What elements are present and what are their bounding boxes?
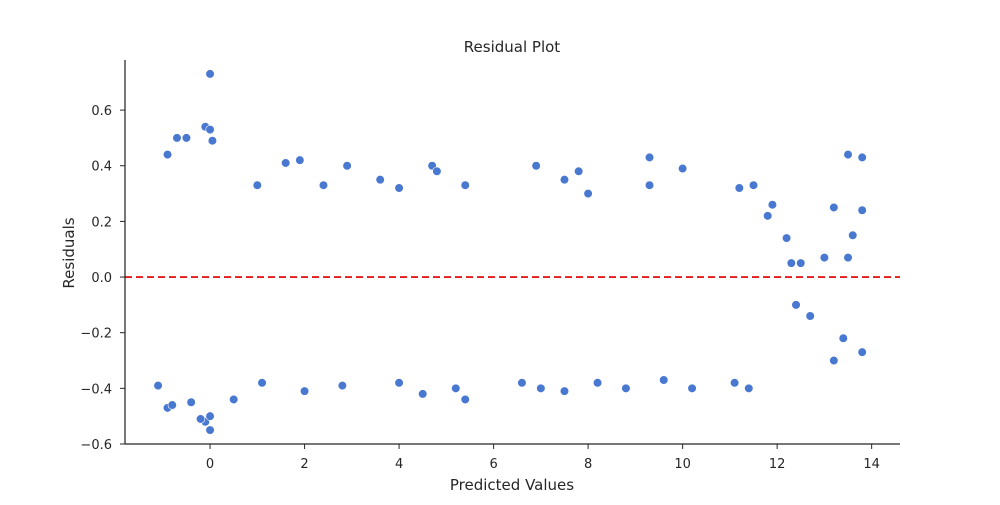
scatter-point (644, 180, 655, 190)
scatter-point (432, 166, 442, 176)
x-tick-labels: 0 2 4 6 8 10 12 14 (206, 444, 880, 472)
y-tick-label: −0.6 (80, 438, 112, 453)
x-tick-label: 4 (395, 457, 403, 472)
scatter-point (857, 347, 867, 357)
scatter-point (517, 378, 527, 388)
scatter-point (644, 152, 655, 162)
scatter-point (418, 389, 428, 399)
scatter-point (781, 233, 792, 243)
scatter-point (734, 183, 744, 193)
scatter-point (767, 200, 778, 210)
scatter-point (252, 180, 262, 190)
scatter-point (583, 188, 593, 199)
scatter-point (299, 386, 310, 396)
scatter-point (257, 378, 267, 388)
scatter-point (621, 383, 631, 393)
y-tick-labels: −0.6 −0.4 −0.2 0.0 0.2 0.4 0.6 (80, 104, 125, 453)
scatter-point (574, 166, 584, 176)
scatter-point (730, 378, 740, 388)
scatter-point (659, 375, 669, 385)
y-tick-label: −0.4 (80, 382, 112, 397)
scatter-point (460, 180, 470, 190)
scatter-point (229, 394, 239, 405)
scatter-point (796, 258, 806, 268)
scatter-point (181, 133, 192, 143)
scatter-point (394, 183, 404, 193)
scatter-point (531, 161, 541, 171)
scatter-point (295, 155, 305, 165)
scatter-point (805, 311, 815, 321)
y-tick-label: −0.2 (80, 327, 112, 342)
x-tick-label: 8 (584, 457, 592, 472)
points-layer (153, 69, 867, 435)
scatter-point (172, 133, 182, 143)
scatter-point (744, 383, 754, 393)
x-tick-label: 12 (769, 457, 786, 472)
scatter-point (196, 414, 206, 424)
scatter-point (375, 175, 385, 185)
x-tick-label: 14 (863, 457, 880, 472)
scatter-point (592, 378, 603, 388)
scatter-point (687, 383, 697, 393)
y-axis-title: Residuals (60, 217, 78, 288)
scatter-point (205, 124, 215, 135)
x-tick-label: 10 (674, 457, 691, 472)
scatter-point (848, 230, 858, 240)
x-tick-label: 0 (206, 457, 214, 472)
scatter-point (281, 158, 291, 168)
x-axis-title: Predicted Values (450, 476, 574, 494)
x-tick-label: 2 (300, 457, 308, 472)
scatter-point (559, 175, 570, 185)
scatter-point (829, 202, 839, 213)
scatter-point (819, 252, 829, 263)
scatter-point (205, 425, 215, 435)
scatter-point (791, 300, 801, 310)
scatter-point (394, 378, 404, 388)
scatter-point (843, 252, 853, 263)
scatter-point (559, 386, 570, 396)
scatter-point (857, 205, 867, 215)
scatter-point (162, 150, 173, 160)
scatter-point (342, 161, 352, 171)
y-tick-label: 0.2 (91, 215, 112, 230)
scatter-point (786, 258, 796, 268)
scatter-point (838, 333, 848, 343)
scatter-point (763, 211, 773, 221)
scatter-point (167, 400, 177, 410)
scatter-point (843, 150, 853, 160)
chart-title: Residual Plot (464, 38, 561, 56)
y-tick-label: 0.0 (91, 271, 112, 286)
scatter-point (829, 355, 839, 366)
scatter-point (337, 380, 347, 391)
scatter-point (536, 383, 546, 393)
x-tick-label: 6 (489, 457, 497, 472)
scatter-point (207, 136, 218, 146)
scatter-point (460, 394, 470, 405)
scatter-point (318, 180, 329, 190)
scatter-point (748, 180, 759, 190)
y-tick-label: 0.6 (91, 104, 112, 119)
y-tick-label: 0.4 (91, 160, 112, 175)
scatter-point (153, 380, 163, 391)
scatter-point (451, 383, 461, 393)
scatter-point (186, 397, 196, 407)
scatter-point (205, 69, 215, 79)
scatter-point (678, 163, 688, 174)
scatter-point (205, 411, 215, 421)
scatter-point (857, 152, 867, 162)
